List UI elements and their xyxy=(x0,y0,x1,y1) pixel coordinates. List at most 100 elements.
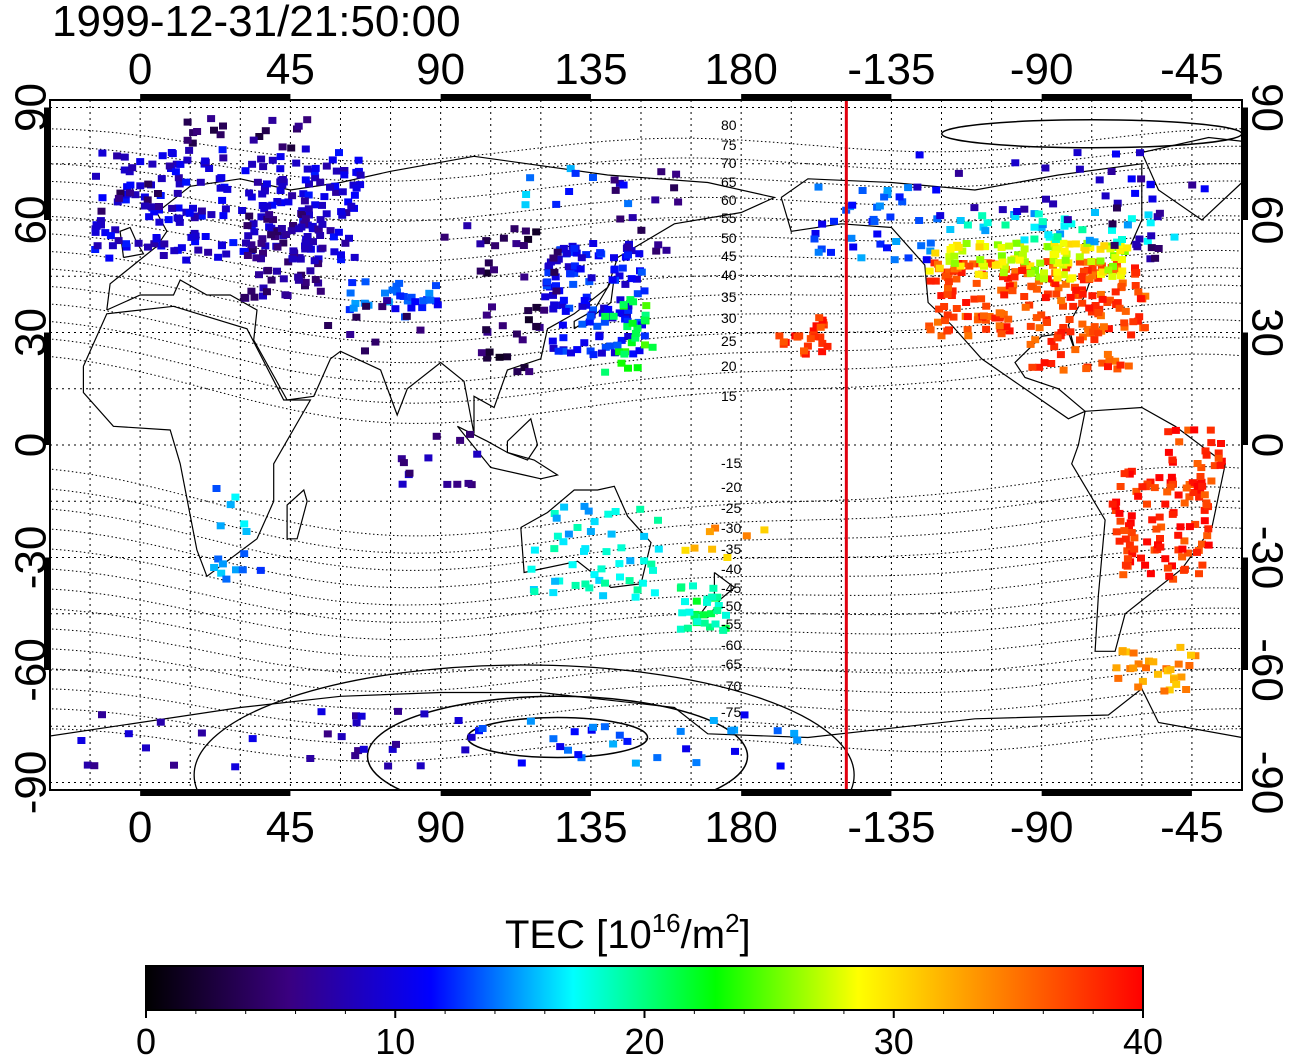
tec-cell xyxy=(1020,293,1029,300)
tec-cell xyxy=(991,261,1000,269)
tec-cell xyxy=(619,301,628,309)
tec-cell xyxy=(628,214,637,222)
tec-cell xyxy=(693,618,702,626)
tec-cell xyxy=(303,165,312,173)
tec-cell xyxy=(332,167,341,175)
tec-cell xyxy=(288,255,297,263)
tec-cell xyxy=(944,284,952,292)
tec-cell xyxy=(624,333,633,340)
tec-cell xyxy=(1120,248,1129,255)
tec-cell xyxy=(559,244,568,252)
tec-cell xyxy=(1198,482,1207,490)
tec-cell xyxy=(552,514,561,522)
tec-cell xyxy=(136,182,145,190)
tec-cell xyxy=(241,167,250,175)
tec-cell xyxy=(1059,239,1068,247)
tec-cell xyxy=(1151,254,1160,262)
tec-cell xyxy=(1049,261,1057,269)
tec-cell xyxy=(985,313,994,320)
tec-cell xyxy=(934,318,942,326)
tec-cell xyxy=(611,186,620,194)
tec-cell xyxy=(122,240,130,248)
tec-cell xyxy=(641,341,649,349)
tec-cell xyxy=(1096,257,1105,265)
tec-cell xyxy=(678,609,687,617)
tec-cell xyxy=(1174,660,1183,668)
tec-cell xyxy=(624,251,632,259)
tec-cell xyxy=(257,155,266,163)
tec-cell xyxy=(1073,149,1082,157)
tec-cell xyxy=(98,149,107,157)
tec-cell xyxy=(1119,571,1128,579)
tec-cell xyxy=(1217,440,1225,447)
tec-cell xyxy=(823,342,832,350)
tec-cell xyxy=(1112,528,1121,536)
tec-cell xyxy=(814,183,823,191)
bottom-lon-tick-label: -90 xyxy=(1010,803,1074,852)
timestamp-title: 1999-12-31/21:50:00 xyxy=(52,0,461,46)
tec-cell xyxy=(303,116,312,124)
tec-cell xyxy=(1138,677,1147,685)
tec-cell xyxy=(595,576,604,584)
tec-cell xyxy=(276,187,285,194)
magnetic-contour xyxy=(50,728,1242,762)
tec-cell xyxy=(248,735,257,743)
magnetic-lat-label: 15 xyxy=(721,388,737,404)
tec-cell xyxy=(301,245,310,253)
tec-cell xyxy=(585,278,594,286)
south-magnetic-pole-contour xyxy=(466,716,649,759)
magnetic-lat-label: -70 xyxy=(721,678,741,694)
tec-cell xyxy=(395,279,404,287)
tec-cell xyxy=(252,254,261,262)
tec-cell xyxy=(1072,286,1081,294)
tec-cell xyxy=(420,710,429,718)
tec-cell xyxy=(943,290,952,298)
tec-cell xyxy=(858,187,867,194)
left-scale-segment xyxy=(44,332,50,445)
tec-cell xyxy=(615,309,624,317)
magnetic-lat-label: -75 xyxy=(721,704,741,720)
tec-cell xyxy=(1049,257,1058,265)
tec-cell xyxy=(490,266,498,274)
tec-cell xyxy=(711,620,720,628)
tec-cell xyxy=(1109,262,1117,270)
tec-cell xyxy=(892,238,901,245)
tec-cell xyxy=(689,582,697,590)
tec-cell xyxy=(1204,541,1213,549)
magnetic-lat-label: 25 xyxy=(721,333,737,349)
tec-cell xyxy=(361,347,369,355)
tec-cell xyxy=(1004,315,1013,323)
tec-cell xyxy=(610,349,619,357)
tec-cell xyxy=(1187,651,1195,659)
tec-cell xyxy=(830,217,838,225)
tec-cell xyxy=(626,557,635,565)
tec-cell xyxy=(1113,365,1122,373)
colorbar-tick-label: 30 xyxy=(874,1021,914,1057)
tec-cell xyxy=(217,569,226,577)
tec-cell xyxy=(354,747,363,755)
tec-cell xyxy=(1134,683,1143,691)
tec-cell xyxy=(1200,491,1209,499)
tec-cell xyxy=(997,330,1006,338)
tec-cell xyxy=(1156,535,1164,542)
bottom-scale-segment xyxy=(140,790,291,796)
tec-cell xyxy=(576,265,585,273)
bottom-lon-tick-label: 180 xyxy=(704,803,777,852)
tec-cell xyxy=(570,728,579,736)
tec-cell xyxy=(1180,537,1189,545)
tec-cell xyxy=(1095,176,1104,184)
tec-cell xyxy=(299,190,308,198)
tec-cell xyxy=(120,166,129,174)
tec-cell xyxy=(183,118,192,126)
tec-cell xyxy=(267,276,276,284)
tec-cell xyxy=(114,237,123,245)
colorbar-title-text: TEC [10 xyxy=(505,913,652,957)
tec-cell xyxy=(1011,268,1020,276)
tec-cell xyxy=(240,293,249,301)
tec-cell xyxy=(326,183,334,191)
tec-cell xyxy=(418,304,427,312)
tec-cell xyxy=(692,759,701,767)
tec-cell xyxy=(1030,210,1039,218)
tec-cell xyxy=(1068,274,1077,282)
